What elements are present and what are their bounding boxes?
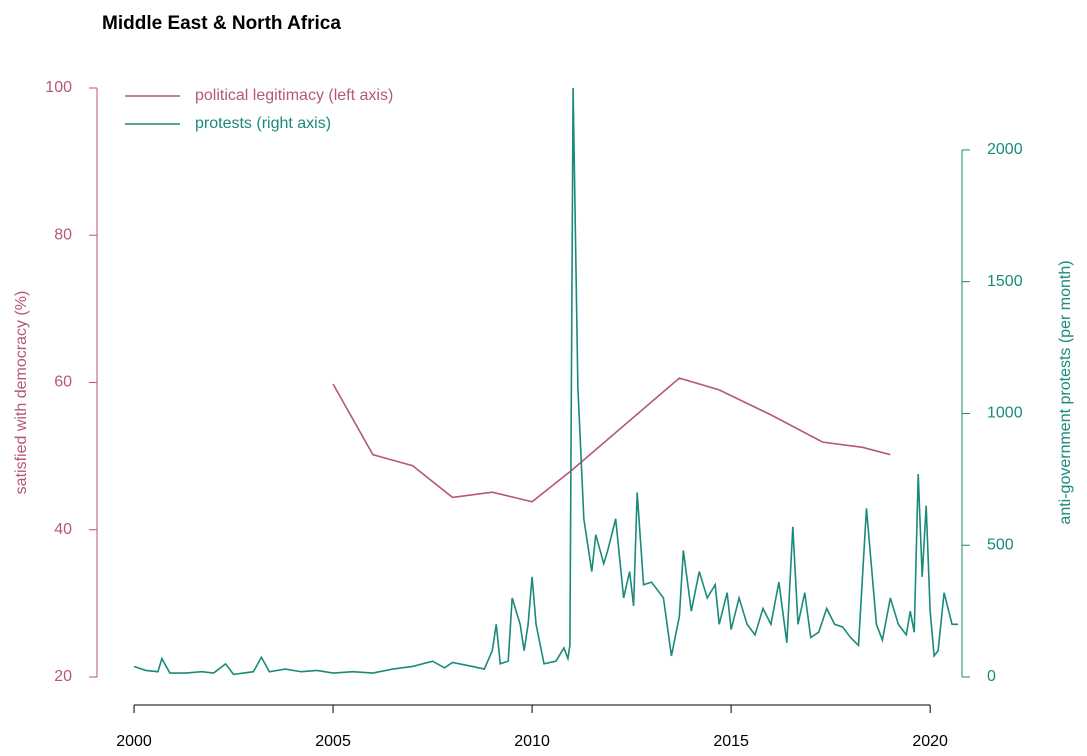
- y-tick-label: 80: [54, 226, 72, 243]
- series-line: [332, 377, 891, 503]
- y2-tick-label: 0: [987, 668, 996, 685]
- y-tick-label: 20: [54, 668, 72, 685]
- chart-title: Middle East & North Africa: [102, 13, 341, 34]
- y-tick-label: 60: [54, 374, 72, 391]
- x-tick-label: 2005: [315, 733, 351, 750]
- y2-axis-title: anti-government protests (per month): [1057, 260, 1074, 524]
- y2-tick-label: 500: [987, 536, 1014, 553]
- y2-tick-label: 1500: [987, 273, 1023, 290]
- y-tick-label: 100: [45, 79, 72, 96]
- series-line: [133, 87, 959, 676]
- y2-tick-label: 2000: [987, 141, 1023, 158]
- y-axis-title: satisfied with democracy (%): [13, 291, 30, 495]
- x-tick-label: 2010: [514, 733, 550, 750]
- x-tick-label: 2015: [713, 733, 749, 750]
- x-tick-label: 2020: [912, 733, 948, 750]
- legend-label: political legitimacy (left axis): [195, 87, 393, 104]
- x-tick-label: 2000: [116, 733, 152, 750]
- y-tick-label: 40: [54, 521, 72, 538]
- y2-tick-label: 1000: [987, 405, 1023, 422]
- legend-label: protests (right axis): [195, 115, 331, 132]
